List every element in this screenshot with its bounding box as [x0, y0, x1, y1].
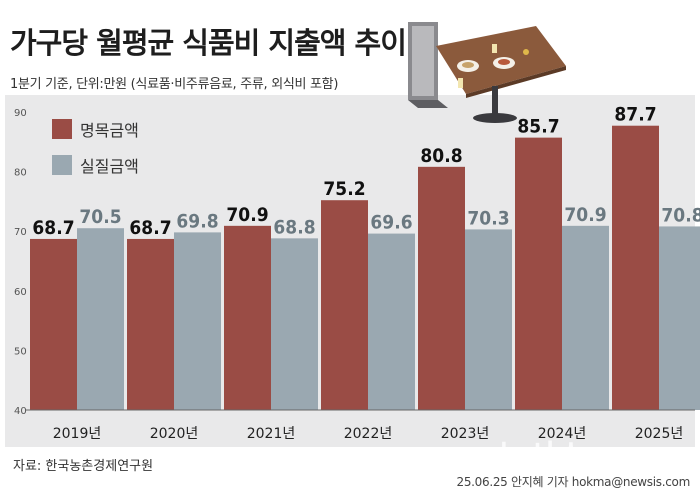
y-tick-label: 50	[14, 346, 27, 357]
data-label-nominal: 87.7	[614, 104, 656, 126]
x-tick-label: 2024년	[538, 426, 587, 442]
data-label-nominal: 68.7	[129, 217, 171, 239]
bar-nominal-2020년	[127, 238, 174, 410]
bar-nominal-2024년	[515, 137, 562, 411]
bar-real-2020년	[174, 232, 221, 410]
legend-swatch-nominal	[52, 119, 72, 139]
data-label-real: 69.6	[370, 212, 412, 234]
y-tick-label: 80	[14, 168, 27, 179]
bar-nominal-2019년	[30, 238, 77, 410]
data-label-real: 70.3	[467, 207, 509, 229]
y-tick-label: 60	[14, 287, 27, 298]
y-tick-label: 40	[14, 406, 27, 417]
dining-table-illustration	[408, 22, 566, 123]
credit-line: 25.06.25 안지혜 기자 hokma@newsis.com	[456, 475, 690, 489]
legend-label-nominal: 명목금액	[80, 121, 139, 140]
x-tick-label: 2019년	[53, 426, 102, 442]
x-tick-label: 2022년	[344, 426, 393, 442]
data-label-real: 70.5	[79, 206, 121, 228]
data-label-real: 70.9	[564, 204, 606, 226]
y-tick-label: 90	[14, 108, 27, 119]
legend-item-nominal: 명목금액	[52, 118, 139, 140]
data-label-nominal: 85.7	[517, 116, 559, 138]
chart-legend: 명목금액 실질금액	[52, 118, 139, 190]
bar-nominal-2023년	[418, 166, 465, 410]
page-title: 가구당 월평균 식품비 지출액 추이	[10, 26, 407, 60]
data-label-nominal: 80.8	[420, 145, 462, 167]
chart-subtitle: 1분기 기준, 단위:만원 (식료품·비주류음료, 주류, 외식비 포함)	[10, 77, 339, 92]
y-tick-label: 70	[14, 227, 27, 238]
data-label-nominal: 68.7	[32, 217, 74, 239]
bar-real-2023년	[465, 229, 512, 410]
bar-nominal-2025년	[612, 125, 659, 410]
legend-swatch-real	[52, 155, 72, 175]
data-label-nominal: 70.9	[226, 204, 268, 226]
bar-real-2021년	[271, 238, 318, 410]
data-label-nominal: 75.2	[323, 178, 365, 200]
watermark-text: 뉴시스	[498, 439, 587, 474]
bar-real-2025년	[659, 226, 700, 410]
legend-label-real: 실질금액	[80, 157, 139, 176]
bar-real-2019년	[77, 228, 124, 410]
bar-real-2024년	[562, 225, 609, 410]
bar-real-2022년	[368, 233, 415, 410]
bar-nominal-2022년	[321, 200, 368, 410]
x-tick-label: 2021년	[247, 426, 296, 442]
data-label-real: 69.8	[176, 210, 218, 232]
legend-item-real: 실질금액	[52, 154, 139, 176]
x-tick-label: 2020년	[150, 426, 199, 442]
data-label-real: 70.8	[661, 204, 700, 226]
source-note: 자료: 한국농촌경제연구원	[13, 459, 154, 474]
x-tick-label: 2025년	[635, 426, 684, 442]
bar-nominal-2021년	[224, 225, 271, 410]
x-tick-label: 2023년	[441, 426, 490, 442]
data-label-real: 68.8	[273, 216, 315, 238]
